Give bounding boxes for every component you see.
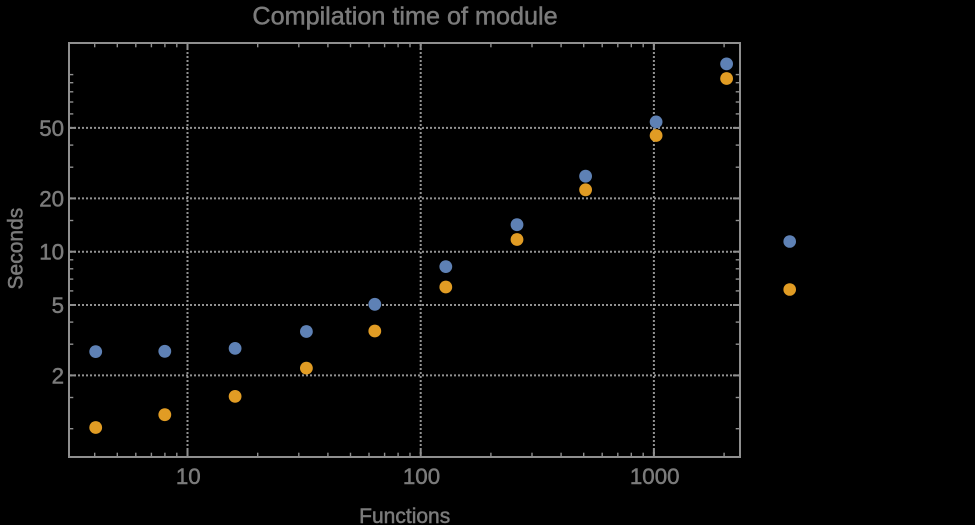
svg-text:Functions: Functions (359, 505, 450, 525)
svg-text:5: 5 (52, 293, 64, 318)
svg-text:2: 2 (52, 363, 64, 388)
svg-text:10: 10 (39, 240, 64, 265)
svg-text:20: 20 (39, 186, 64, 211)
svg-text:10: 10 (176, 464, 201, 489)
svg-text:50: 50 (39, 116, 64, 141)
svg-text:Seconds: Seconds (4, 208, 27, 290)
svg-text:1000: 1000 (630, 464, 680, 489)
svg-text:100: 100 (403, 464, 440, 489)
svg-text:Compilation time of module: Compilation time of module (252, 2, 557, 30)
